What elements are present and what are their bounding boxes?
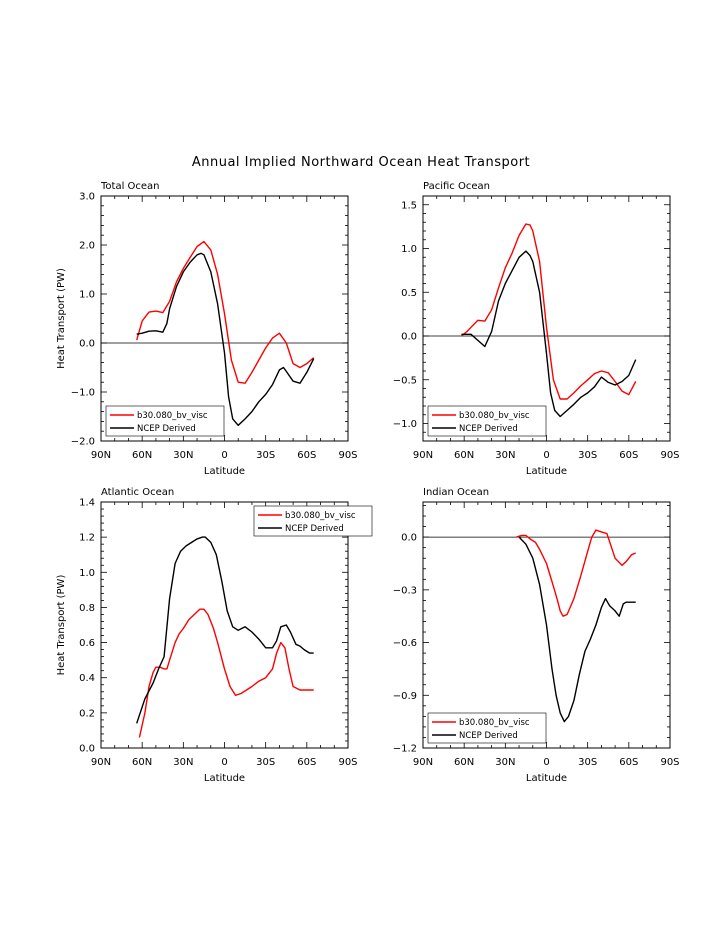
pacific-ocean-frame	[422, 195, 671, 442]
total-ocean-x-tick-label: 30S	[256, 450, 275, 461]
total-ocean-y-tick-label: −1.0	[71, 388, 95, 399]
indian-ocean-legend-label: NCEP Derived	[459, 731, 518, 741]
atlantic-ocean-y-axis-label: Heat Transport (PW)	[56, 575, 67, 676]
atlantic-ocean-x-tick-label: 90N	[91, 757, 111, 768]
atlantic-ocean-legend-label: NCEP Derived	[285, 524, 344, 534]
total-ocean-x-tick-label: 90N	[91, 450, 111, 461]
atlantic-ocean-ncep-series-line	[136, 536, 314, 724]
atlantic-ocean-x-axis-label: Latitude	[204, 773, 245, 784]
atlantic-ocean-model-series-line	[138, 608, 314, 738]
indian-ocean-legend-box	[427, 712, 547, 744]
total-ocean-panel-title: Total Ocean	[100, 181, 160, 192]
atlantic-ocean-y-tick-label: 0.4	[79, 673, 95, 684]
atlantic-ocean-x-tick-label: 60S	[297, 757, 316, 768]
pacific-ocean-y-tick-label: −0.5	[393, 375, 417, 386]
indian-ocean-legend: b30.080_bv_visc NCEP Derived	[427, 712, 547, 744]
indian-ocean-x-tick-label: 0	[543, 757, 549, 768]
total-ocean-y-tick-label: 1.0	[79, 290, 95, 301]
total-ocean-legend-label: NCEP Derived	[137, 424, 196, 434]
indian-ocean-y-tick-label: −0.3	[393, 585, 417, 596]
indian-ocean-model-series-line	[516, 529, 636, 617]
total-ocean-legend: b30.080_bv_visc NCEP Derived	[105, 405, 225, 437]
pacific-ocean-y-tick-label: 1.5	[401, 200, 417, 211]
atlantic-ocean-legend: b30.080_bv_visc NCEP Derived	[253, 505, 373, 537]
pacific-ocean-x-tick-label: 90N	[413, 450, 433, 461]
pacific-ocean-panel: 90N 60N 30N 0 30S 60S 90S −1.0 −0.5 0.0 0.5 1.0 1.5 P…	[393, 181, 680, 477]
indian-ocean-x-tick-label: 30S	[578, 757, 597, 768]
total-ocean-ncep-series-line	[136, 252, 315, 426]
pacific-ocean-x-tick-label: 90S	[660, 450, 679, 461]
total-ocean-x-axis-label: Latitude	[204, 466, 245, 477]
indian-ocean-x-axis-label: Latitude	[526, 773, 567, 784]
pacific-ocean-ncep-series-line	[461, 250, 637, 418]
pacific-ocean-y-tick-label: 1.0	[401, 244, 417, 255]
pacific-ocean-x-tick-label: 30N	[495, 450, 515, 461]
atlantic-ocean-y-tick-label: 0.2	[79, 708, 95, 719]
atlantic-ocean-frame	[100, 501, 349, 749]
atlantic-ocean-x-tick-label: 30S	[256, 757, 275, 768]
indian-ocean-x-tick-label: 90N	[413, 757, 433, 768]
indian-ocean-panel-title: Indian Ocean	[423, 487, 489, 498]
atlantic-ocean-legend-label: b30.080_bv_visc	[285, 511, 356, 521]
total-ocean-x-tick-label: 60N	[132, 450, 152, 461]
pacific-ocean-panel-title: Pacific Ocean	[423, 181, 490, 192]
total-ocean-y-tick-label: 0.0	[79, 339, 95, 350]
atlantic-ocean-x-tick-label: 60N	[132, 757, 152, 768]
pacific-ocean-legend-label: NCEP Derived	[459, 424, 518, 434]
atlantic-ocean-y-tick-label: 1.2	[79, 533, 95, 544]
indian-ocean-legend-label: b30.080_bv_visc	[459, 718, 530, 728]
total-ocean-x-tick-label: 0	[221, 450, 227, 461]
total-ocean-legend-box	[105, 405, 225, 437]
pacific-ocean-model-series-line	[460, 223, 637, 400]
atlantic-ocean-legend-box	[253, 505, 373, 537]
total-ocean-panel: 90N 60N 30N 0 30S 60S 90S −2.0 −1.0 0.0 1.0 2.0 3.0 T…	[56, 181, 358, 477]
pacific-ocean-legend: b30.080_bv_visc NCEP Derived	[427, 405, 547, 437]
indian-ocean-x-tick-label: 60N	[454, 757, 474, 768]
pacific-ocean-legend-box	[427, 405, 547, 437]
atlantic-ocean-panel: 90N 60N 30N 0 30S 60S 90S 0.0 0.2 0.4 0.6 0.8 1.0 1.2…	[56, 487, 373, 784]
total-ocean-y-tick-label: 3.0	[79, 192, 95, 203]
indian-ocean-y-tick-label: −0.6	[393, 638, 417, 649]
indian-ocean-x-tick-label: 60S	[619, 757, 638, 768]
atlantic-ocean-y-tick-label: 0.6	[79, 638, 95, 649]
pacific-ocean-legend-label: b30.080_bv_visc	[459, 411, 530, 421]
total-ocean-y-tick-label: 2.0	[79, 241, 95, 252]
pacific-ocean-x-tick-label: 0	[543, 450, 549, 461]
pacific-ocean-y-tick-label: 0.5	[401, 288, 417, 299]
total-ocean-y-tick-label: −2.0	[71, 437, 95, 448]
total-ocean-legend-label: b30.080_bv_visc	[137, 411, 208, 421]
total-ocean-x-tick-label: 90S	[338, 450, 357, 461]
indian-ocean-x-tick-label: 90S	[660, 757, 679, 768]
total-ocean-model-series-line	[136, 240, 315, 384]
pacific-ocean-x-tick-label: 60N	[454, 450, 474, 461]
indian-ocean-ncep-series-line	[518, 536, 636, 723]
atlantic-ocean-x-tick-label: 0	[221, 757, 227, 768]
pacific-ocean-y-tick-label: 0.0	[401, 332, 417, 343]
total-ocean-x-tick-label: 30N	[173, 450, 193, 461]
pacific-ocean-x-axis-label: Latitude	[526, 466, 567, 477]
atlantic-ocean-y-tick-label: 0.0	[79, 744, 95, 755]
pacific-ocean-y-tick-label: −1.0	[393, 419, 417, 430]
pacific-ocean-x-tick-label: 30S	[578, 450, 597, 461]
indian-ocean-x-tick-label: 30N	[495, 757, 515, 768]
atlantic-ocean-panel-title: Atlantic Ocean	[101, 487, 174, 498]
total-ocean-y-axis-label: Heat Transport (PW)	[56, 268, 67, 369]
atlantic-ocean-y-tick-label: 1.4	[79, 498, 95, 509]
indian-ocean-panel: 90N 60N 30N 0 30S 60S 90S −1.2 −0.9 −0.6 −0.3 0.0 In…	[393, 487, 680, 784]
indian-ocean-y-tick-label: −0.9	[393, 691, 417, 702]
total-ocean-frame	[100, 195, 349, 442]
pacific-ocean-x-tick-label: 60S	[619, 450, 638, 461]
indian-ocean-y-tick-label: 0.0	[401, 533, 417, 544]
figure-title: Annual Implied Northward Ocean Heat Tran…	[192, 155, 530, 170]
indian-ocean-y-tick-label: −1.2	[393, 744, 417, 755]
atlantic-ocean-y-tick-label: 0.8	[79, 603, 95, 614]
atlantic-ocean-x-tick-label: 90S	[338, 757, 357, 768]
total-ocean-x-tick-label: 60S	[297, 450, 316, 461]
atlantic-ocean-y-tick-label: 1.0	[79, 568, 95, 579]
atlantic-ocean-x-tick-label: 30N	[173, 757, 193, 768]
